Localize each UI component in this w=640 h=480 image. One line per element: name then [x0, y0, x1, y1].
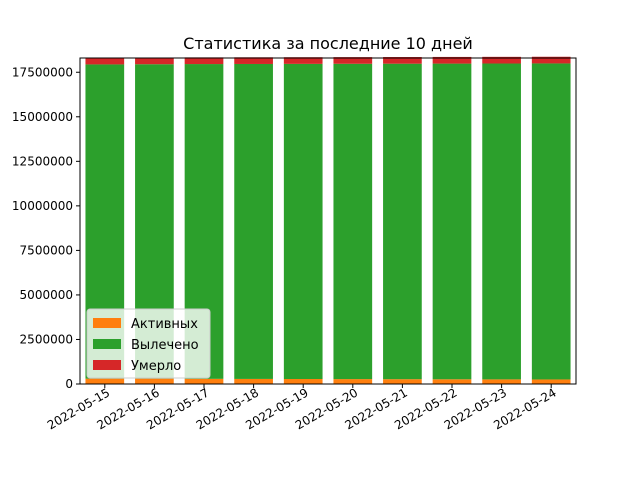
legend-label-1: Активных	[131, 317, 198, 332]
bar-2-2022-05-21	[383, 63, 422, 380]
legend-label-2: Вылечено	[131, 338, 199, 353]
y-tick-label: 0	[65, 377, 73, 391]
bar-2-2022-05-22	[432, 63, 472, 380]
axes-frame	[79, 57, 577, 385]
y-tick-label: 2500000	[20, 332, 73, 346]
bar-1-2022-05-23	[482, 379, 521, 384]
bar-1-2022-05-16	[135, 378, 174, 384]
y-tick-label: 12500000	[12, 154, 73, 168]
y-tick-label: 7500000	[20, 243, 73, 257]
bar-3-2022-05-15	[85, 57, 125, 65]
y-tick-label: 5000000	[20, 288, 73, 302]
bar-3-2022-05-20	[333, 57, 373, 64]
y-tick-label: 15000000	[12, 110, 73, 124]
bar-3-2022-05-24	[531, 56, 571, 64]
bar-1-2022-05-17	[184, 378, 224, 384]
bar-1-2022-05-15	[85, 378, 125, 384]
bar-2-2022-05-19	[283, 63, 323, 380]
bar-3-2022-05-17	[184, 57, 224, 65]
bar-2-2022-05-18	[234, 63, 273, 379]
bar-3-2022-05-21	[383, 57, 422, 64]
bar-1-2022-05-24	[531, 379, 571, 384]
bar-3-2022-05-18	[234, 57, 273, 64]
legend-label-3: Умерло	[131, 359, 181, 374]
y-tick-label: 10000000	[12, 199, 73, 213]
bar-1-2022-05-21	[383, 379, 422, 384]
chart-title: Статистика за последние 10 дней	[183, 34, 473, 53]
bar-3-2022-05-22	[432, 56, 472, 64]
bar-1-2022-05-20	[333, 379, 373, 384]
bar-1-2022-05-22	[432, 379, 472, 384]
bar-3-2022-05-23	[482, 56, 521, 64]
bar-3-2022-05-16	[135, 57, 174, 65]
bar-1-2022-05-19	[283, 379, 323, 384]
y-tick-label: 17500000	[12, 65, 73, 79]
bar-2-2022-05-23	[482, 63, 521, 380]
legend-swatch-2	[93, 339, 121, 349]
bar-2-2022-05-24	[531, 63, 571, 380]
legend-swatch-1	[93, 318, 121, 328]
legend: Активных Вылечено Умерло	[86, 308, 211, 379]
bar-3-2022-05-19	[283, 57, 323, 64]
legend-swatch-3	[93, 360, 121, 370]
bar-1-2022-05-18	[234, 378, 273, 384]
bar-2-2022-05-20	[333, 63, 373, 380]
